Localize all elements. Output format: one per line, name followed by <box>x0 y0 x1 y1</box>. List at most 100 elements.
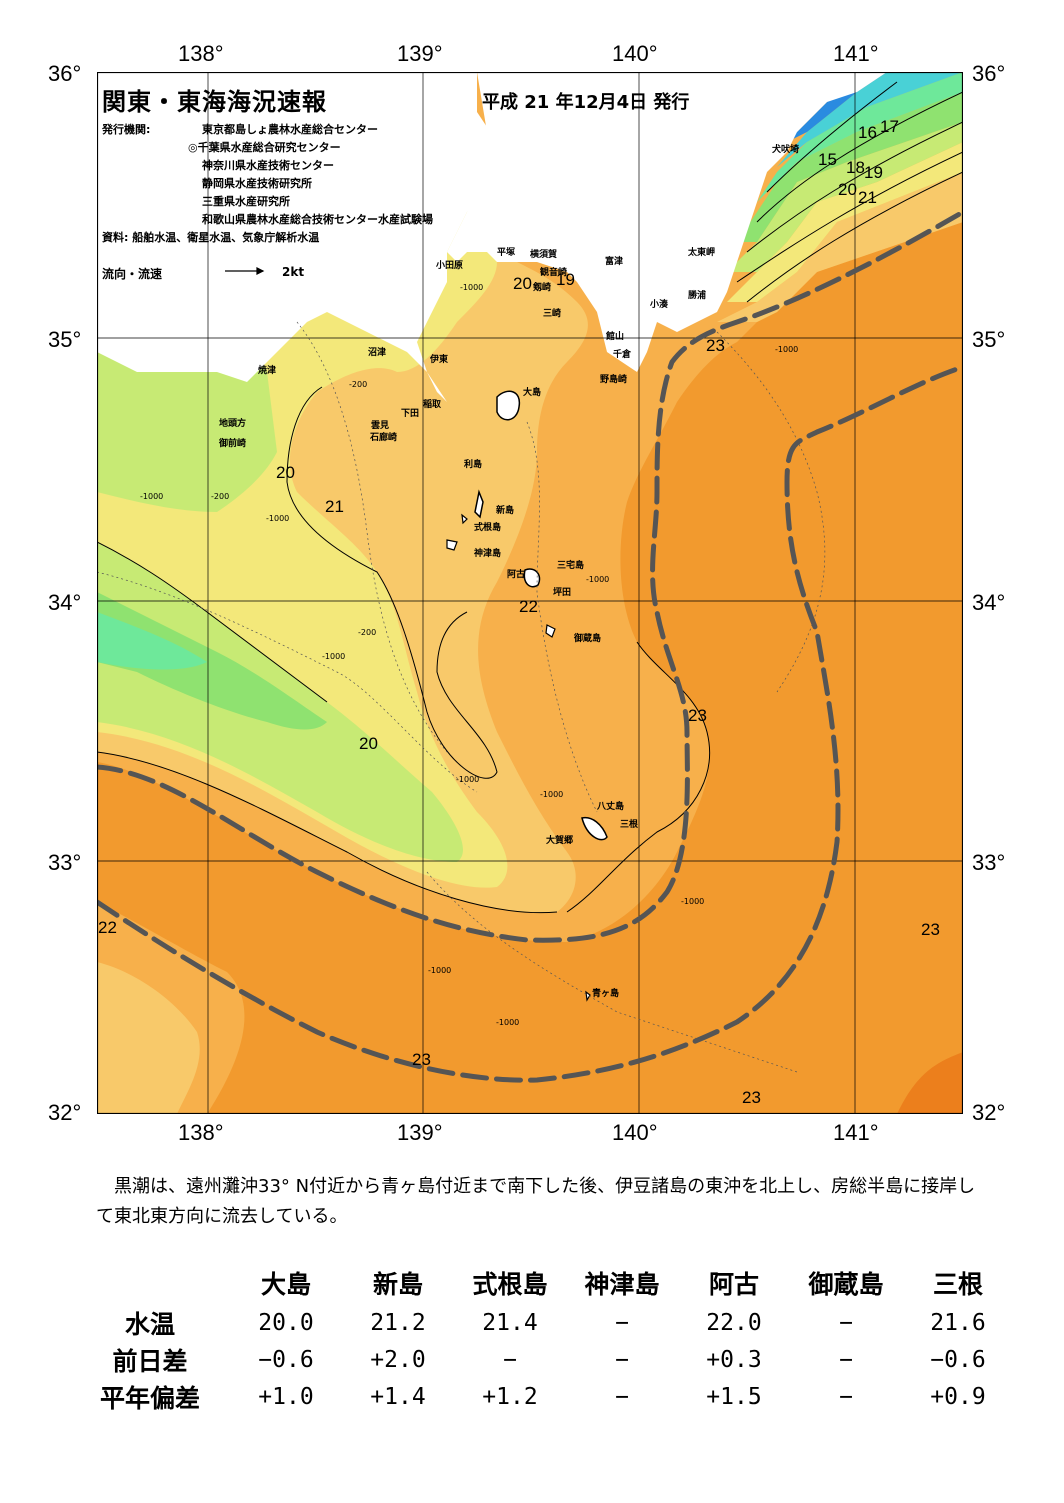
lat-label-32-left: 32° <box>48 1100 82 1125</box>
water-18 <box>97 592 327 730</box>
place-tateyama: 館山 <box>606 332 625 342</box>
lon-label-139-top: 139° <box>397 41 443 66</box>
value-cell: − <box>839 1309 853 1336</box>
depth-label: -1000 <box>322 652 346 661</box>
table-row-normal-deviation: 平年偏差 +1.0 +1.4 +1.2 − +1.5 − +0.9 <box>70 1378 1014 1415</box>
water-17 <box>97 612 207 670</box>
depth-label: -1000 <box>775 345 799 354</box>
place-odawara: 小田原 <box>436 261 464 271</box>
isotherm-label: 22 <box>98 918 117 937</box>
sea-temperature-map <box>97 72 963 1114</box>
org-1: 東京都島しょ農林水産総合センター <box>202 123 378 136</box>
value-cell: 21.2 <box>370 1309 426 1336</box>
lon-label-139-bottom: 139° <box>397 1120 443 1145</box>
isotherm-label: 19 <box>556 270 575 289</box>
corner-cell <box>70 1262 230 1304</box>
value-cell: − <box>615 1309 629 1336</box>
place-misaki: 三崎 <box>543 309 562 319</box>
place-jitogata: 地頭方 <box>219 419 247 429</box>
place-kozushima: 神津島 <box>474 549 502 559</box>
water-21-ne <box>717 172 963 322</box>
lat-label-33-right: 33° <box>972 850 1006 875</box>
value-cell: +1.4 <box>370 1383 426 1410</box>
land-shikinejima <box>461 513 468 525</box>
lat-label-32-right: 32° <box>972 1100 1006 1125</box>
org-3: 神奈川県水産技術センター <box>202 159 334 172</box>
org-label: 発行機関: <box>102 123 151 136</box>
description-text: 黒潮は、遠州灘沖33° N付近から青ヶ島付近まで南下した後、伊豆諸島の東沖を北上… <box>96 1176 976 1227</box>
isotherm-label: 16 <box>858 123 877 142</box>
table-row-prev-day-diff: 前日差 −0.6 +2.0 − − +0.3 − −0.6 <box>70 1341 1014 1378</box>
graticule <box>97 72 963 1114</box>
place-inatori: 稲取 <box>423 400 442 410</box>
lon-label-141-top: 141° <box>833 41 879 66</box>
place-aogashima: 青ヶ島 <box>592 989 620 999</box>
place-yokosuka: 横須賀 <box>530 250 558 260</box>
value-cell: − <box>615 1383 629 1410</box>
value-cell: − <box>615 1346 629 1373</box>
lon-label-140-top: 140° <box>612 41 658 66</box>
land-kozushima <box>446 539 458 551</box>
lat-label-35-left: 35° <box>48 327 82 352</box>
isotherm-label: 19 <box>864 163 883 182</box>
place-miyakejima: 三宅島 <box>557 561 585 571</box>
depth-label: -1000 <box>460 283 484 292</box>
land-niijima <box>474 489 484 519</box>
place-omaezaki: 御前崎 <box>219 439 247 449</box>
lat-label-33-left: 33° <box>48 850 82 875</box>
isotherm-label: 23 <box>412 1050 431 1069</box>
org-2: ◎千葉県水産総合研究センター <box>188 141 341 154</box>
station-header: 神津島 <box>584 1270 660 1299</box>
issue-date: 平成 21 年12月4日 発行 <box>482 92 690 113</box>
value-cell: − <box>839 1383 853 1410</box>
land-mikurajima <box>545 624 556 638</box>
water-20-ne <box>727 142 963 302</box>
value-cell: +1.0 <box>258 1383 314 1410</box>
place-katsuura: 勝浦 <box>688 291 707 301</box>
lon-label-138-top: 138° <box>178 41 224 66</box>
place-shimoda: 下田 <box>401 409 420 419</box>
station-header: 式根島 <box>472 1270 548 1299</box>
org-5: 三重県水産研究所 <box>202 195 290 208</box>
row-label: 前日差 <box>112 1346 188 1376</box>
place-futtsu: 富津 <box>605 257 624 267</box>
isotherm-label: 20 <box>359 734 378 753</box>
isotherm-label: 21 <box>325 497 344 516</box>
isotherm-label: 23 <box>688 706 707 725</box>
isotherm-label: 15 <box>818 150 837 169</box>
place-okago: 大賀郷 <box>546 836 574 846</box>
land-kanto <box>447 72 887 372</box>
land-hachijojima <box>581 816 608 841</box>
place-hachijojima: 八丈島 <box>597 802 625 812</box>
station-header-row: 大島 新島 式根島 神津島 阿古 御蔵島 三根 <box>70 1262 1014 1304</box>
kuroshio-description: 黒潮は、遠州灘沖33° N付近から青ヶ島付近まで南下した後、伊豆諸島の東沖を北上… <box>96 1172 976 1232</box>
org-6: 和歌山県農林水産総合技術センター水産試験場 <box>202 213 433 226</box>
station-header: 大島 <box>260 1270 311 1299</box>
data-source: 資料: 船舶水温、衛星水温、気象庁解析水温 <box>102 231 320 244</box>
row-label: 水温 <box>124 1309 175 1339</box>
water-24-se <box>897 1052 963 1114</box>
place-yaizu: 焼津 <box>258 366 277 376</box>
place-mikurajima: 御蔵島 <box>574 634 602 644</box>
depth-label: -200 <box>358 628 377 637</box>
flow-legend-label: 流向・流速 <box>102 267 163 281</box>
land-izu-tokai <box>97 72 497 422</box>
place-shikinejima: 式根島 <box>474 523 502 533</box>
value-cell: −0.6 <box>930 1346 986 1373</box>
place-ito: 伊東 <box>430 355 449 365</box>
place-chikura: 千倉 <box>613 350 632 360</box>
water-16-ne <box>777 72 963 167</box>
place-toshima: 利島 <box>464 460 483 470</box>
lon-label-140-bottom: 140° <box>612 1120 658 1145</box>
table-row-water-temp: 水温 20.0 21.2 21.4 − 22.0 − 21.6 <box>70 1304 1014 1341</box>
observation-table: 大島 新島 式根島 神津島 阿古 御蔵島 三根 水温 20.0 21.2 21.… <box>70 1262 1014 1415</box>
isotherm-label: 18 <box>846 158 865 177</box>
depth-label: -1000 <box>496 1018 520 1027</box>
depth-label: -1000 <box>140 492 164 501</box>
value-cell: −0.6 <box>258 1346 314 1373</box>
place-kannonzaki: 観音崎 <box>540 268 568 278</box>
place-nojimazaki: 野島崎 <box>600 375 628 385</box>
water-21-sw <box>97 962 200 1114</box>
depth-label: -1000 <box>540 790 564 799</box>
bathymetry <box>97 321 826 1073</box>
